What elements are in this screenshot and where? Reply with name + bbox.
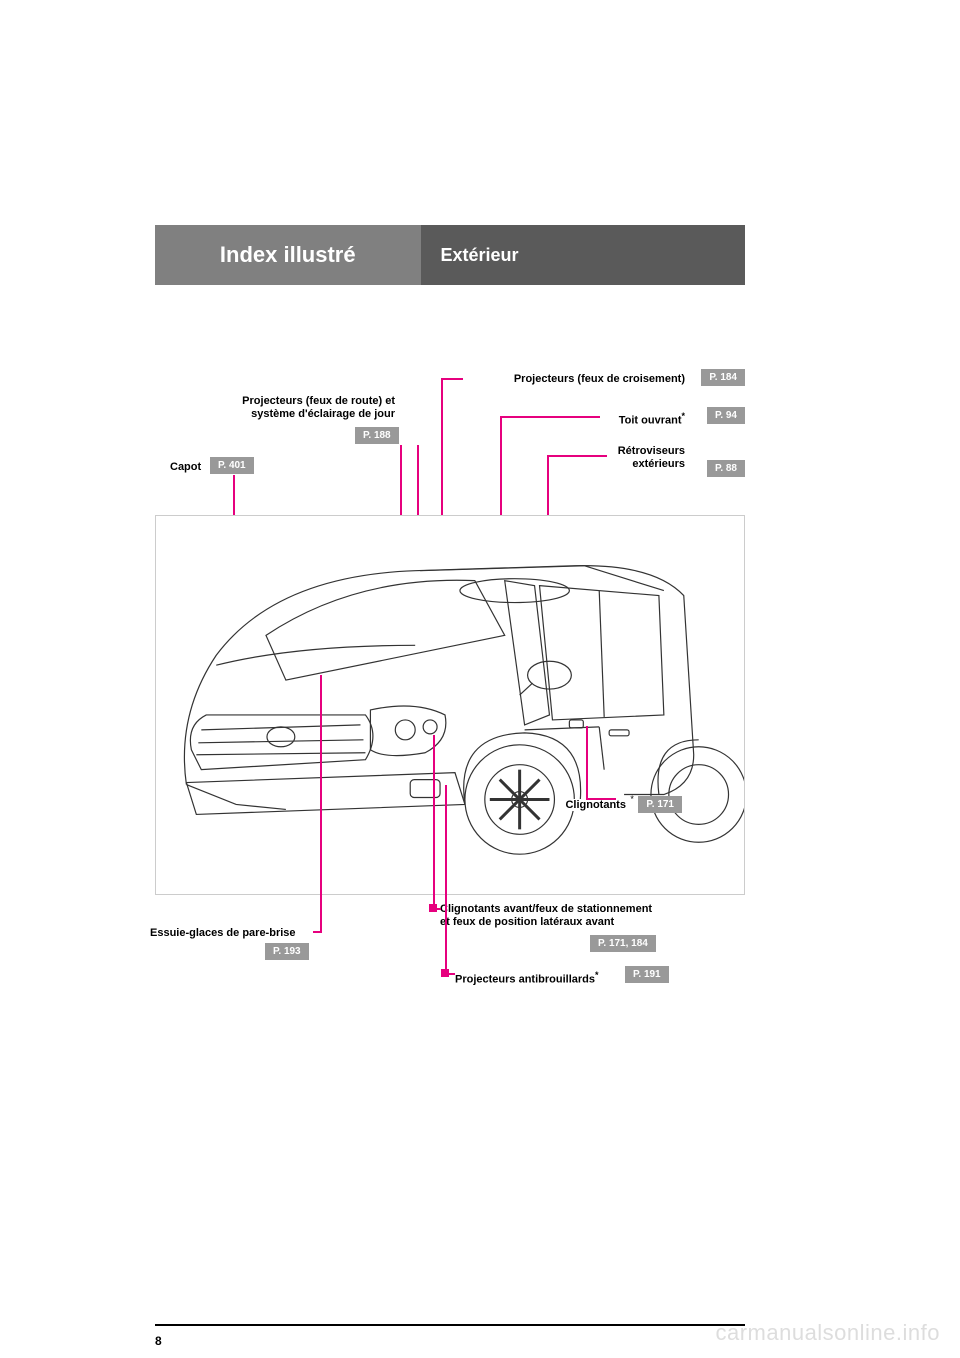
pageref-turn-signals-front: P. 171, 184 xyxy=(590,935,656,952)
pageref-turn-signals-side: P. 171 xyxy=(638,796,682,813)
callout-line xyxy=(500,416,600,418)
callout-mirrors: Rétroviseurs extérieurs xyxy=(618,445,685,471)
callout-marker xyxy=(429,904,437,912)
callout-hood: Capot xyxy=(170,461,201,474)
callout-line xyxy=(586,726,588,798)
label-moonroof: Toit ouvrant xyxy=(619,415,682,427)
callout-line xyxy=(433,735,435,910)
callout-wipers: Essuie-glaces de pare-brise xyxy=(150,927,296,940)
pageref-headlights-low: P. 184 xyxy=(701,369,745,386)
asterisk: * xyxy=(595,970,599,980)
callout-fog-lights: Projecteurs antibrouillards* xyxy=(455,970,599,987)
pageref-moonroof: P. 94 xyxy=(707,407,745,424)
asterisk: * xyxy=(681,411,685,421)
label-wipers: Essuie-glaces de pare-brise xyxy=(150,927,296,939)
callout-headlights-low: Projecteurs (feux de croisement) xyxy=(514,373,685,386)
label-turn-signals-side: Clignotants xyxy=(565,799,626,811)
label-hood: Capot xyxy=(170,461,201,473)
callout-line xyxy=(313,931,322,933)
pageref-hood: P. 401 xyxy=(210,457,254,474)
callout-line xyxy=(441,378,463,380)
header-section-title: Index illustré xyxy=(155,225,421,285)
callout-line xyxy=(445,785,447,975)
callout-line xyxy=(320,675,322,933)
vehicle-illustration: Clignotants * P. 171 xyxy=(155,515,745,895)
header-divider xyxy=(155,285,745,305)
callout-line xyxy=(586,798,616,800)
pageref-fog-lights: P. 191 xyxy=(625,966,669,983)
pageref-mirrors: P. 88 xyxy=(707,460,745,477)
page-bottom-rule xyxy=(155,1324,745,1326)
watermark: carmanualsonline.info xyxy=(715,1320,940,1346)
page-header: Index illustré Extérieur xyxy=(155,225,745,285)
callout-moonroof: Toit ouvrant* xyxy=(619,411,685,428)
manual-page: Index illustré Extérieur Projecteurs (fe… xyxy=(155,225,745,1135)
label-headlights-low: Projecteurs (feux de croisement) xyxy=(514,373,685,385)
vehicle-svg xyxy=(156,516,744,894)
header-title-right: Extérieur xyxy=(441,245,519,266)
callout-line xyxy=(547,455,607,457)
label-fog-lights: Projecteurs antibrouillards xyxy=(455,974,595,986)
callout-turn-signals-front: Clignotants avant/feux de stationnement … xyxy=(440,903,652,929)
diagram-content: Projecteurs (feux de croisement) P. 184 … xyxy=(155,305,745,1065)
page-number: 8 xyxy=(155,1334,162,1348)
callout-marker xyxy=(441,969,449,977)
callout-headlights-high: Projecteurs (feux de route) et système d… xyxy=(195,395,395,421)
header-title-left: Index illustré xyxy=(220,242,356,268)
asterisk: * xyxy=(630,794,634,804)
pageref-headlights-high: P. 188 xyxy=(355,427,399,444)
callout-turn-signals-side-inline: Clignotants * P. 171 xyxy=(565,794,682,813)
header-subtitle: Extérieur xyxy=(421,225,746,285)
pageref-wipers: P. 193 xyxy=(265,943,309,960)
